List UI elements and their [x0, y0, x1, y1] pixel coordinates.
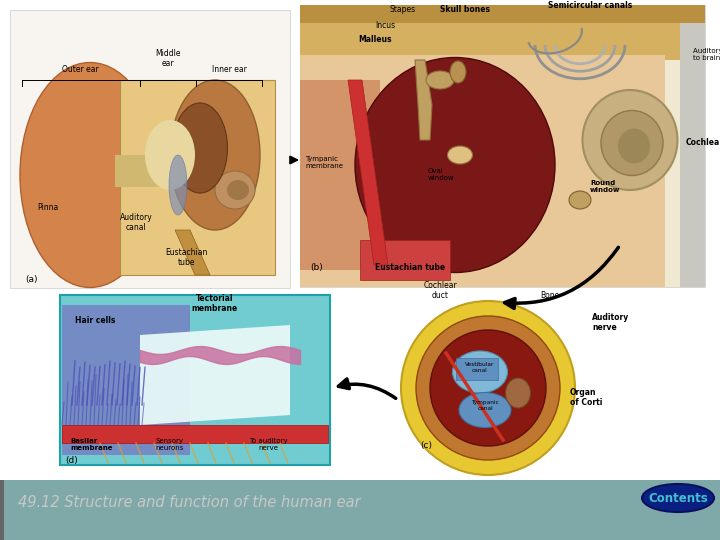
Text: (a): (a) [25, 275, 37, 284]
Bar [456, 358, 498, 380]
Circle shape [401, 301, 575, 475]
Bar [60, 295, 330, 465]
Text: Outer ear: Outer ear [62, 65, 99, 74]
Ellipse shape [601, 111, 663, 176]
Text: Stapes: Stapes [390, 5, 416, 14]
Text: Oval
window: Oval window [428, 168, 454, 181]
Ellipse shape [618, 129, 650, 164]
Text: Auditory nerve,
to brain: Auditory nerve, to brain [693, 48, 720, 61]
Text: 49.12 Structure and function of the human ear: 49.12 Structure and function of the huma… [18, 495, 361, 510]
Text: Skull bones: Skull bones [440, 5, 490, 14]
Ellipse shape [452, 351, 508, 393]
Bar [300, 55, 665, 287]
Polygon shape [140, 325, 290, 425]
Bar [300, 5, 705, 60]
Circle shape [416, 316, 560, 460]
Text: (c): (c) [420, 441, 432, 450]
Text: Pinna: Pinna [37, 203, 58, 212]
Ellipse shape [355, 57, 555, 273]
Text: (b): (b) [310, 263, 323, 272]
Ellipse shape [227, 180, 249, 200]
Ellipse shape [450, 61, 466, 83]
Text: To auditory
nerve: To auditory nerve [248, 438, 287, 451]
Polygon shape [62, 305, 190, 455]
Text: Hair cells: Hair cells [75, 316, 115, 325]
Text: Tympanic
canal: Tympanic canal [471, 400, 499, 411]
Ellipse shape [20, 63, 160, 287]
Ellipse shape [582, 90, 678, 190]
Text: (d): (d) [65, 456, 78, 465]
Ellipse shape [173, 103, 228, 193]
Ellipse shape [145, 120, 195, 190]
FancyBboxPatch shape [300, 80, 380, 270]
Ellipse shape [642, 484, 714, 512]
Text: Semicircular canals: Semicircular canals [548, 1, 632, 10]
Text: Tympanic
membrane: Tympanic membrane [305, 156, 343, 169]
Bar [0, 480, 720, 540]
Ellipse shape [459, 393, 511, 428]
Bar [0, 480, 4, 540]
Text: Organ
of Corti: Organ of Corti [570, 388, 603, 407]
Text: Eustachian
tube: Eustachian tube [165, 248, 207, 267]
Ellipse shape [426, 71, 454, 89]
Bar [10, 10, 290, 288]
Polygon shape [175, 230, 210, 275]
Text: Auditory
canal: Auditory canal [120, 213, 153, 232]
Ellipse shape [448, 146, 472, 164]
Text: Auditory
nerve: Auditory nerve [592, 313, 629, 332]
FancyBboxPatch shape [120, 80, 275, 275]
Bar [300, 5, 705, 23]
Bar [62, 425, 328, 443]
Text: Vestibular
canal: Vestibular canal [465, 362, 495, 373]
Ellipse shape [505, 378, 531, 408]
FancyBboxPatch shape [115, 155, 180, 187]
Ellipse shape [215, 171, 255, 209]
Text: Contents: Contents [648, 491, 708, 504]
Bar [680, 5, 705, 287]
Text: Malleus: Malleus [358, 35, 392, 44]
Text: Cochlear
duct: Cochlear duct [423, 281, 457, 300]
Bar [300, 5, 705, 287]
Text: Basilar
membrane: Basilar membrane [70, 438, 112, 451]
Text: Inner ear: Inner ear [212, 65, 246, 74]
Text: Round
window: Round window [590, 180, 621, 193]
FancyBboxPatch shape [360, 240, 450, 280]
Text: Incus: Incus [375, 21, 395, 30]
Ellipse shape [169, 155, 187, 215]
Text: Sensory
neurons: Sensory neurons [156, 438, 184, 451]
Text: Middle
ear: Middle ear [156, 49, 181, 68]
Text: Cochlea: Cochlea [686, 138, 720, 147]
Circle shape [430, 330, 546, 446]
Text: Tectorial
membrane: Tectorial membrane [192, 294, 238, 313]
Ellipse shape [569, 191, 591, 209]
Polygon shape [415, 60, 432, 140]
Ellipse shape [170, 80, 260, 230]
Text: Eustachian tube: Eustachian tube [375, 263, 445, 272]
Polygon shape [348, 80, 388, 265]
Text: Bone: Bone [541, 291, 559, 300]
